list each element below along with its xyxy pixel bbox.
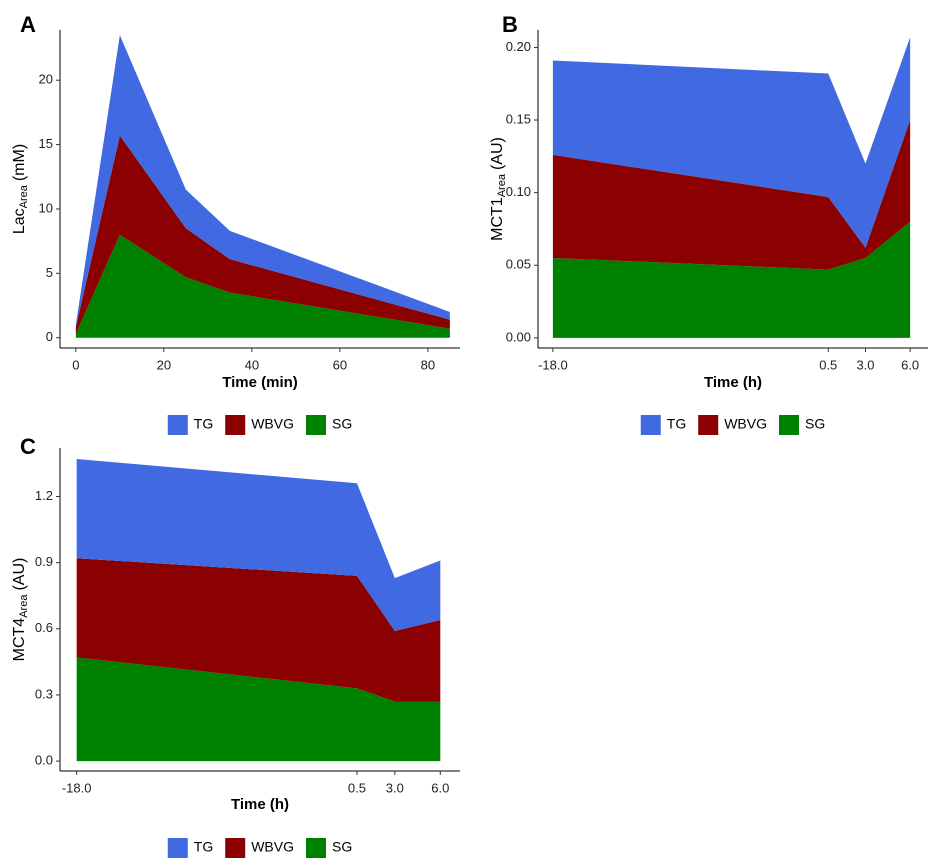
panel-label: A [20, 12, 36, 37]
y-tick-label: 15 [39, 136, 53, 151]
x-tick-label: 60 [333, 357, 347, 372]
legend-label: WBVG [251, 839, 294, 855]
y-tick-label: 0.0 [35, 753, 53, 768]
x-tick-label: 80 [421, 357, 435, 372]
x-tick-label: 20 [157, 357, 171, 372]
area [552, 120, 911, 270]
y-tick-label: 0 [46, 329, 53, 344]
y-tick-label: 0.9 [35, 554, 53, 569]
y-tick-label: 0.20 [506, 39, 531, 54]
x-tick-label: -18.0 [62, 780, 92, 795]
legend-label: SG [332, 416, 352, 432]
x-tick-label: 0.5 [348, 780, 366, 795]
y-tick-label: 0.05 [506, 257, 531, 272]
panel-label: C [20, 434, 36, 459]
legend-key [306, 415, 326, 435]
legend-key [225, 838, 246, 858]
legend-key [306, 838, 326, 858]
legend-key [779, 415, 799, 435]
x-axis-title: Time (min) [222, 374, 298, 391]
area [75, 234, 450, 338]
area [552, 221, 911, 338]
area [76, 459, 441, 631]
y-title-main: MCT1 [489, 197, 506, 241]
legend: TG WBVG SG [167, 838, 352, 858]
legend-key [167, 838, 188, 858]
legend: TG WBVG SG [167, 415, 352, 435]
y-axis-title: LacArea (mM) [11, 144, 30, 234]
x-axis-title: Time (h) [704, 374, 762, 391]
legend-label: TG [667, 416, 686, 432]
legend-key [640, 415, 661, 435]
y-axis-title: MCT1Area (AU) [489, 137, 508, 241]
legend: TG WBVG SG [640, 415, 825, 435]
legend-label: TG [194, 839, 213, 855]
x-tick-label: -18.0 [538, 357, 568, 372]
area [75, 135, 450, 334]
y-title-unit: (AU) [489, 137, 506, 170]
legend-label: WBVG [251, 416, 294, 432]
legend-key [167, 415, 188, 435]
y-axis-title: MCT4Area (AU) [11, 558, 30, 662]
y-tick-label: 0.6 [35, 620, 53, 635]
area [76, 558, 441, 702]
legend-label: SG [805, 416, 825, 432]
x-tick-label: 3.0 [386, 780, 404, 795]
y-title-main: Lac [11, 208, 28, 234]
y-tick-label: 1.2 [35, 488, 53, 503]
area [76, 657, 441, 762]
area [75, 35, 450, 328]
panel-label: B [502, 12, 518, 37]
y-tick-label: 0.15 [506, 111, 531, 126]
y-tick-label: 10 [39, 200, 53, 215]
legend-key [225, 415, 246, 435]
y-title-main: MCT4 [11, 618, 28, 662]
y-title-unit: (AU) [11, 558, 28, 591]
y-tick-label: 20 [39, 72, 53, 87]
x-tick-label: 6.0 [431, 780, 449, 795]
y-title-sub: Area [18, 594, 30, 618]
legend-label: WBVG [724, 416, 767, 432]
y-title-unit: (mM) [11, 144, 28, 181]
legend-label: TG [194, 416, 213, 432]
x-axis-title: Time (h) [231, 796, 289, 813]
x-tick-label: 6.0 [901, 357, 919, 372]
y-tick-label: 0.10 [506, 184, 531, 199]
y-title-sub: Area [18, 184, 30, 208]
area [552, 37, 911, 248]
legend-key [698, 415, 719, 435]
y-tick-label: 5 [46, 265, 53, 280]
y-tick-label: 0.00 [506, 329, 531, 344]
x-tick-label: 3.0 [856, 357, 874, 372]
y-tick-label: 0.3 [35, 686, 53, 701]
y-title-sub: Area [496, 173, 508, 197]
x-tick-label: 0 [72, 357, 79, 372]
x-tick-label: 40 [245, 357, 259, 372]
x-tick-label: 0.5 [819, 357, 837, 372]
legend-label: SG [332, 839, 352, 855]
